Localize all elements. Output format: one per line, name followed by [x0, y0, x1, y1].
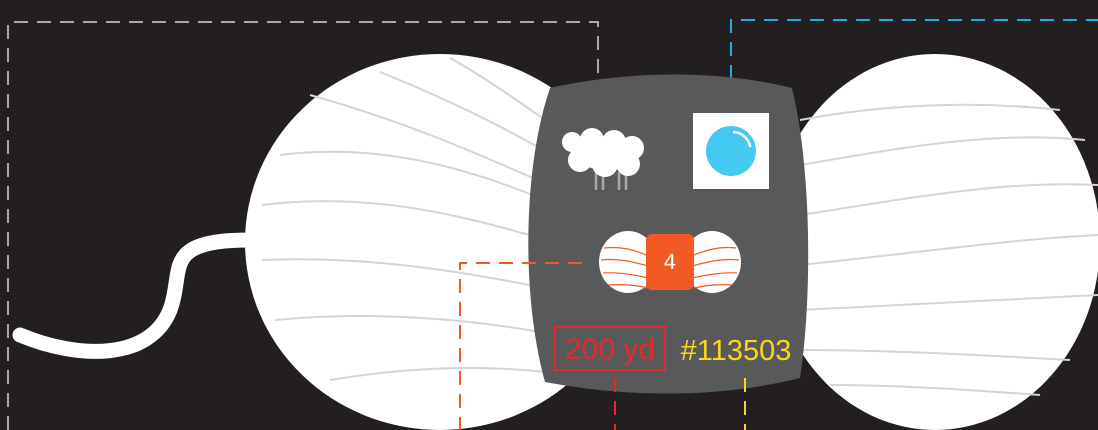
- sheep-icon: [562, 128, 644, 190]
- yarn-tail: [12, 232, 258, 359]
- color-code-text: #113503: [681, 335, 792, 367]
- yardage-text: 200 yd: [565, 333, 655, 366]
- weight-number: 4: [664, 250, 677, 274]
- color-swatch-callout-line: [730, 19, 1098, 102]
- yarn-weight-icon: 4: [599, 231, 741, 293]
- color-swatch-icon: [693, 113, 769, 189]
- yardage-highlight-box: [554, 326, 666, 371]
- fiber-callout-line: [7, 21, 599, 430]
- right-yarn-skein: [770, 54, 1098, 430]
- weight-callout-line: [459, 262, 582, 430]
